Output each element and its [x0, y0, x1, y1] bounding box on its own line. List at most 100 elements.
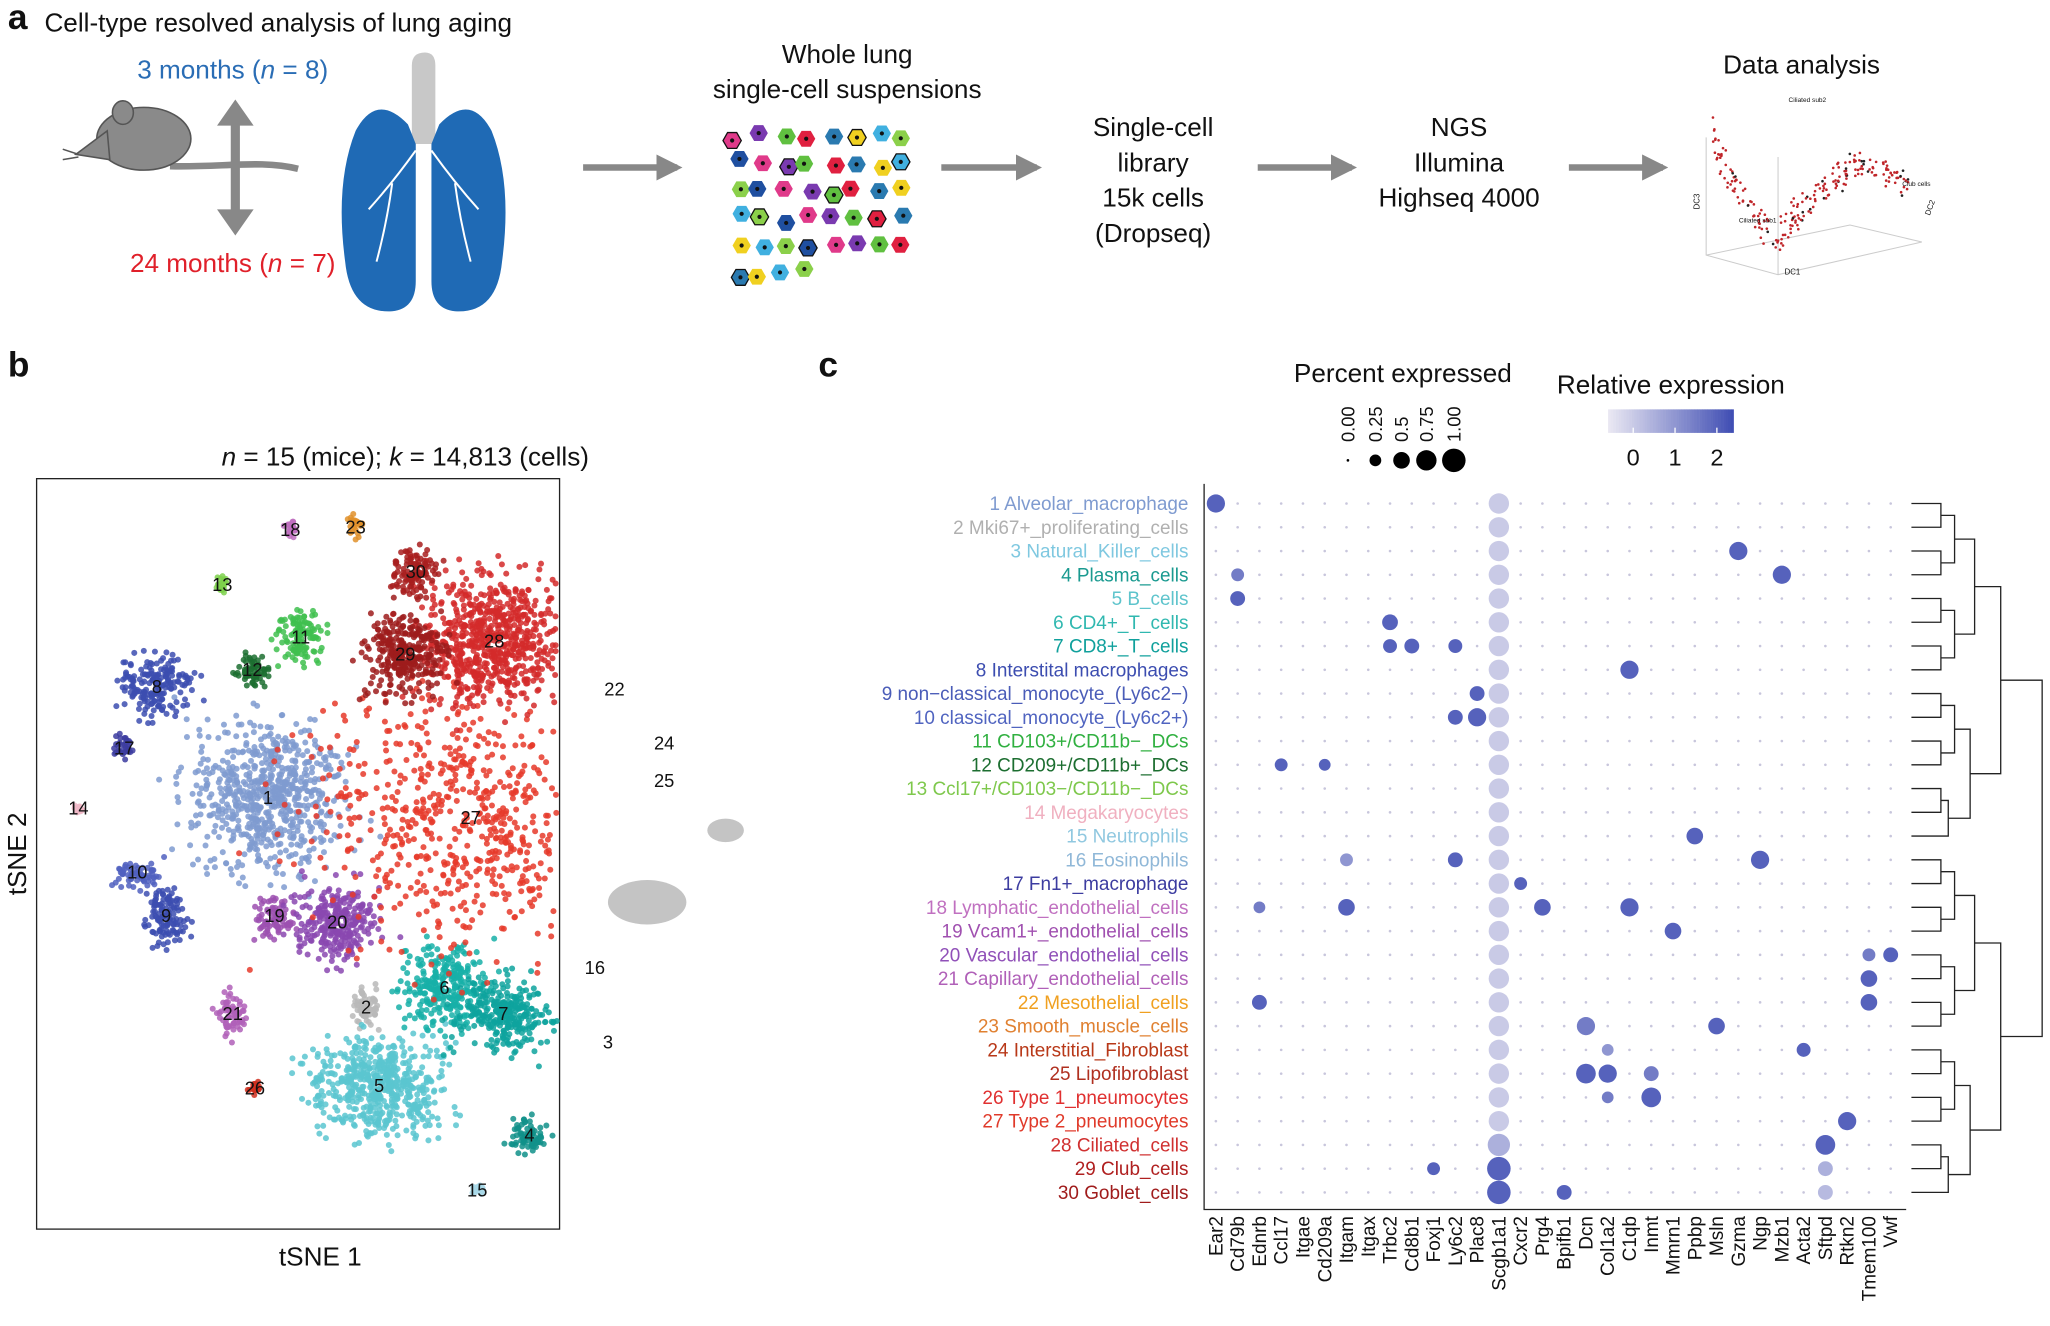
mini-point: [1841, 189, 1844, 193]
mini-point: [1823, 176, 1827, 180]
mini-point: [1765, 227, 1769, 230]
cell-point: [455, 752, 462, 759]
cell-point: [406, 1110, 413, 1117]
cell-point: [327, 749, 334, 756]
cell-point: [355, 913, 362, 920]
cell-point: [456, 1014, 463, 1021]
cell-point: [402, 700, 409, 707]
cell-point: [263, 747, 270, 754]
cell-point: [480, 699, 487, 706]
mini-point: [1737, 201, 1741, 205]
mini-point: [1711, 116, 1715, 119]
cell-point: [468, 660, 475, 667]
cell-point: [252, 682, 259, 689]
cell-point: [519, 1143, 526, 1150]
cell-point: [154, 703, 161, 710]
cell-point: [326, 1114, 333, 1121]
cell-nucleus: [781, 186, 786, 191]
cell-point: [449, 996, 456, 1003]
cell-point: [320, 707, 327, 714]
cell-point: [294, 751, 301, 758]
cell-point: [109, 882, 116, 889]
mini-point: [1779, 221, 1783, 224]
cell-point: [490, 866, 497, 873]
cell-point: [477, 609, 484, 616]
cell-point: [523, 695, 530, 702]
cell-point: [323, 1046, 330, 1053]
cell-point: [269, 820, 276, 827]
cell-nucleus: [834, 242, 839, 247]
cell-point: [250, 700, 257, 707]
cell-point: [179, 928, 186, 935]
cell-point: [423, 952, 430, 959]
cell-point: [474, 689, 481, 696]
cell-point: [349, 1012, 356, 1020]
cell-point: [471, 1022, 478, 1029]
cell-point: [312, 920, 320, 927]
cell-point: [204, 756, 211, 763]
cell-point: [234, 825, 241, 832]
cell-point: [198, 748, 205, 755]
cell-point: [379, 1034, 386, 1041]
cell-point: [455, 878, 462, 885]
cell-point: [429, 1113, 436, 1120]
cell-point: [330, 797, 337, 804]
cell-nucleus: [898, 159, 903, 164]
cell-point: [393, 690, 400, 697]
cell-point: [164, 894, 171, 901]
cell-point: [210, 764, 217, 771]
cell-point: [473, 949, 480, 956]
cell-point: [381, 718, 388, 725]
cell-point: [534, 969, 541, 976]
cell-point: [442, 1033, 449, 1040]
cell-point: [469, 917, 476, 924]
cell-point: [427, 985, 434, 992]
cell-point: [517, 1042, 524, 1049]
cell-point: [152, 901, 159, 908]
mini-point: [1729, 183, 1732, 186]
cell-point: [501, 1140, 508, 1147]
cell-point: [462, 858, 469, 865]
mini-point: [1789, 227, 1792, 231]
cell-point: [367, 817, 374, 824]
cell-point: [491, 978, 498, 986]
cell-point: [530, 813, 537, 820]
cell-point: [418, 775, 425, 782]
cell-point: [382, 878, 389, 885]
cell-point: [207, 857, 214, 864]
cell-point: [373, 873, 380, 880]
cell-point: [383, 1102, 390, 1109]
cell-point: [365, 1019, 372, 1026]
cell-point: [288, 841, 295, 848]
cell-point: [415, 911, 422, 918]
cell-point: [197, 811, 204, 818]
cell-point: [497, 700, 504, 707]
cell-point: [175, 907, 182, 914]
cell-point: [490, 1044, 497, 1051]
mini-point: [1902, 185, 1906, 189]
cell-point: [470, 684, 477, 691]
cell-point: [174, 794, 181, 801]
cell-point: [301, 837, 308, 844]
cell-point: [311, 737, 318, 744]
cell-point: [550, 908, 557, 915]
cell-point: [197, 760, 204, 767]
cell-nucleus: [784, 134, 789, 139]
cell-point: [342, 1095, 349, 1102]
cell-point: [275, 627, 282, 634]
cell-point: [315, 790, 322, 797]
cell-point: [406, 988, 413, 995]
cell-point: [341, 1051, 348, 1058]
cell-point: [442, 567, 449, 574]
cell-point: [423, 933, 430, 940]
mini-point: [1858, 158, 1861, 162]
cell-point: [143, 686, 150, 693]
cell-point: [246, 966, 253, 973]
cell-point: [317, 745, 324, 752]
cell-point: [420, 970, 427, 977]
mini-point: [1783, 219, 1787, 223]
cell-points: [71, 510, 560, 1197]
mini-point: [1713, 128, 1716, 131]
cell-point: [384, 884, 391, 891]
cell-point: [415, 961, 422, 968]
